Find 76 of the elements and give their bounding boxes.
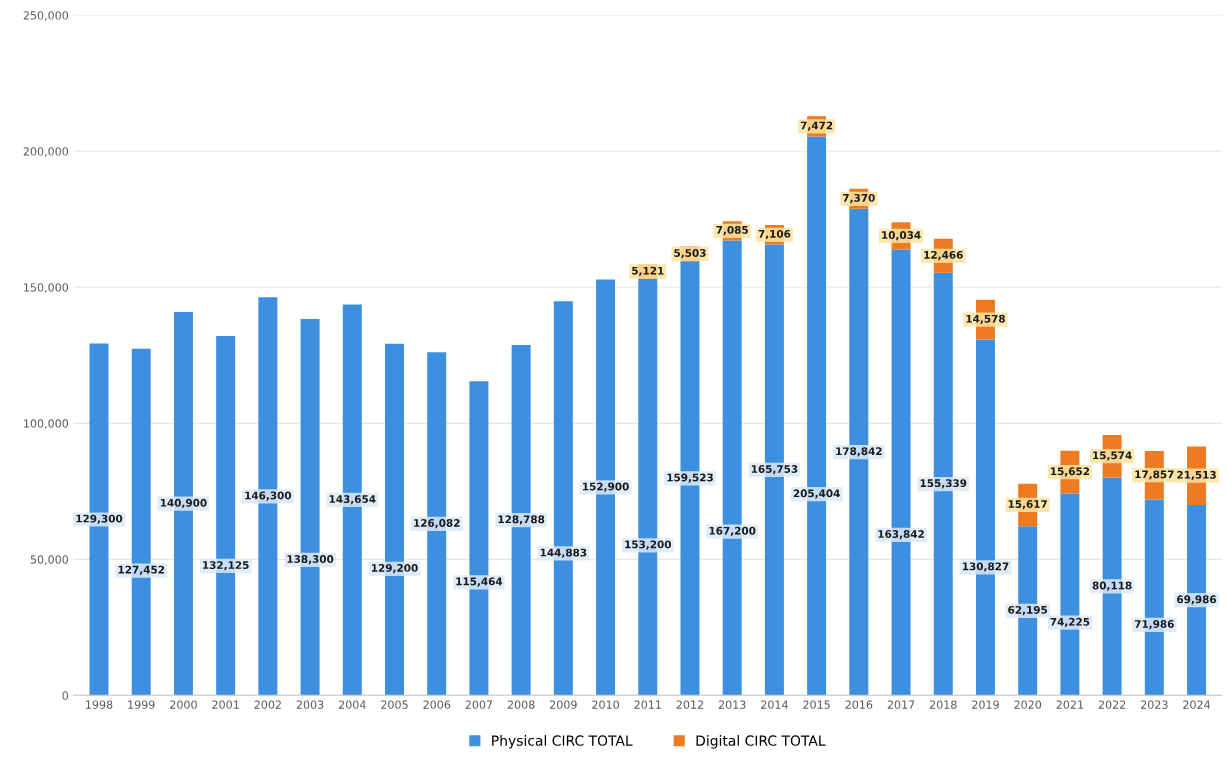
- x-tick-label: 2003: [296, 700, 324, 709]
- y-tick-label: 150,000: [24, 283, 69, 293]
- data-label: 14,578: [966, 314, 1005, 324]
- data-label: 10,034: [882, 231, 921, 241]
- data-label: 62,195: [1008, 605, 1048, 616]
- x-tick-label: 2007: [465, 700, 493, 709]
- x-tick-label: 2024: [1183, 700, 1211, 709]
- data-label: 7,085: [716, 225, 748, 236]
- x-tick-label: 2000: [170, 700, 197, 709]
- data-label: 126,082: [414, 519, 460, 529]
- y-tick-label: 200,000: [23, 147, 69, 157]
- data-label: 129,300: [76, 514, 123, 524]
- x-tick-label: 2010: [592, 700, 619, 709]
- x-tick-label: 2020: [1014, 700, 1042, 709]
- data-label: 205,404: [793, 489, 840, 499]
- data-label: 17,857: [1135, 470, 1174, 480]
- x-tick-label: 2021: [1056, 700, 1084, 709]
- data-label: 15,574: [1093, 451, 1132, 461]
- data-label: 128,788: [498, 515, 545, 525]
- data-label: 74,225: [1050, 617, 1090, 628]
- data-label: 165,753: [751, 465, 798, 475]
- legend-label: Physical CIRC TOTAL: [492, 735, 633, 749]
- x-tick-label: 2012: [676, 700, 704, 709]
- x-tick-label: 2019: [972, 700, 999, 709]
- data-label: 80,118: [1092, 581, 1132, 591]
- x-tick-label: 2015: [803, 700, 830, 709]
- data-label: 153,200: [625, 540, 671, 550]
- data-label: 129,200: [371, 563, 418, 574]
- x-tick-label: 2001: [212, 700, 239, 709]
- data-label: 115,464: [456, 577, 503, 587]
- data-label: 7,370: [843, 193, 875, 204]
- data-label: 146,300: [245, 491, 292, 501]
- data-label: 152,900: [583, 482, 629, 492]
- x-tick-label: 2008: [507, 700, 535, 709]
- y-tick-label: 250,000: [23, 11, 69, 21]
- y-tick-label: 0: [62, 691, 69, 700]
- data-label: 130,827: [962, 562, 1009, 572]
- x-tick-label: 2023: [1141, 700, 1168, 709]
- data-label: 5,121: [632, 266, 664, 276]
- x-tick-label: 2017: [887, 700, 915, 709]
- x-tick-label: 1999: [128, 700, 155, 709]
- x-tick-label: 2002: [254, 700, 281, 709]
- data-label: 71,986: [1134, 620, 1174, 630]
- x-tick-label: 2018: [929, 700, 957, 709]
- data-label: 155,339: [920, 479, 967, 489]
- y-tick-label: 100,000: [24, 419, 69, 429]
- data-label: 163,842: [878, 530, 924, 540]
- data-label: 7,106: [758, 229, 791, 240]
- data-label: 21,513: [1177, 470, 1216, 481]
- data-label: 140,900: [160, 498, 207, 509]
- data-label: 167,200: [709, 526, 756, 536]
- x-tick-label: 2013: [718, 700, 746, 709]
- data-label: 15,617: [1008, 500, 1047, 510]
- legend-label: Digital CIRC TOTAL: [696, 735, 826, 749]
- data-label: 138,300: [287, 555, 334, 565]
- data-label: 159,523: [667, 473, 713, 483]
- data-label: 143,654: [329, 495, 376, 505]
- x-tick-label: 2009: [550, 700, 577, 709]
- data-label: 5,503: [674, 249, 706, 259]
- x-tick-label: 2014: [761, 700, 788, 709]
- data-label: 178,842: [836, 447, 882, 457]
- x-tick-label: 2004: [338, 700, 366, 709]
- x-tick-label: 2016: [845, 700, 873, 709]
- x-tick-label: 2011: [634, 700, 661, 709]
- data-label: 69,986: [1177, 595, 1217, 605]
- data-label: 7,472: [800, 121, 833, 131]
- data-label: 12,466: [924, 250, 963, 261]
- data-label: 132,125: [203, 561, 249, 571]
- data-label: 144,883: [540, 548, 587, 558]
- y-tick-label: 50,000: [30, 555, 69, 565]
- x-tick-label: 2006: [423, 700, 451, 709]
- data-label: 127,452: [118, 565, 165, 575]
- x-tick-label: 2022: [1098, 700, 1126, 709]
- data-label: 15,652: [1050, 467, 1090, 477]
- x-tick-label: 2005: [381, 700, 408, 709]
- x-tick-label: 1998: [86, 700, 113, 709]
